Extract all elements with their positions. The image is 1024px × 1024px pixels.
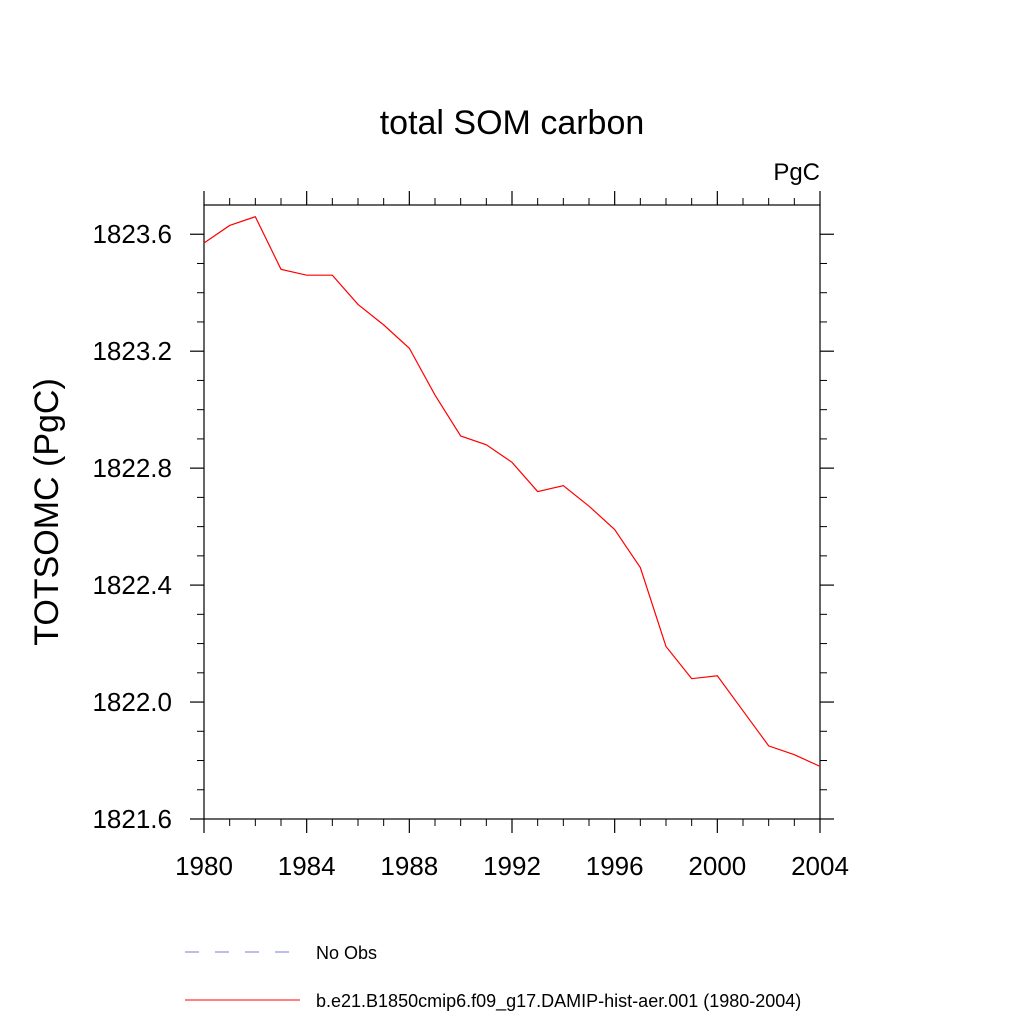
units-label: PgC	[773, 159, 820, 186]
x-tick-label: 1980	[175, 851, 233, 881]
x-tick-label: 1996	[586, 851, 644, 881]
legend-label: b.e21.B1850cmip6.f09_g17.DAMIP-hist-aer.…	[316, 991, 801, 1012]
axis-ticks	[190, 191, 834, 833]
axis-tick-labels: 1980 1984 1988 1992 1996 2000 2004 1821.6 1822.0…	[92, 219, 848, 881]
series-line	[203, 215, 821, 767]
x-tick-label: 1988	[380, 851, 438, 881]
x-tick-label: 2004	[791, 851, 849, 881]
y-tick-label: 1823.2	[92, 336, 172, 366]
series-group	[203, 215, 821, 767]
x-tick-label: 2000	[688, 851, 746, 881]
y-tick-label: 1822.8	[92, 453, 172, 483]
y-axis-label: TOTSOMC (PgC)	[28, 378, 66, 646]
chart-title: total SOM carbon	[380, 104, 645, 142]
x-tick-label: 1992	[483, 851, 541, 881]
y-tick-label: 1822.0	[92, 687, 172, 717]
legend: No Obs b.e21.B1850cmip6.f09_g17.DAMIP-his…	[185, 943, 801, 1012]
plot-frame	[203, 204, 821, 820]
y-tick-label: 1822.4	[92, 570, 172, 600]
y-tick-label: 1823.6	[92, 219, 172, 249]
y-tick-label: 1821.6	[92, 804, 172, 834]
x-tick-label: 1984	[278, 851, 336, 881]
legend-label: No Obs	[316, 943, 377, 963]
